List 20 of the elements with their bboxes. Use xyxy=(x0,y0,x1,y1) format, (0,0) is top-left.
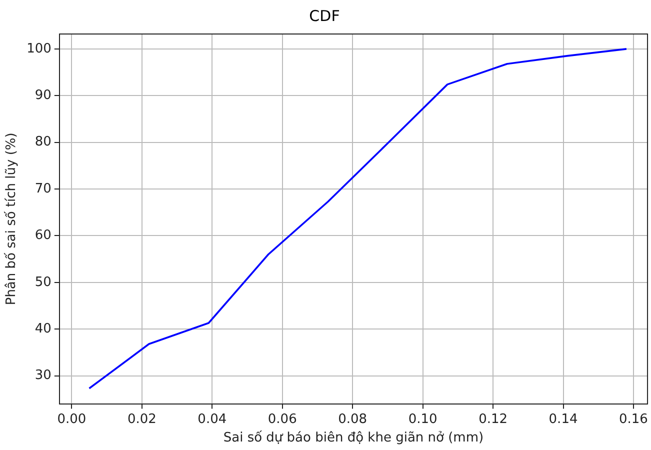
x-tick-label: 0.06 xyxy=(268,412,297,427)
y-tick-label: 40 xyxy=(34,321,52,336)
y-tick-label: 90 xyxy=(34,88,52,104)
y-tick-label: 100 xyxy=(26,41,52,56)
y-tick-label: 70 xyxy=(34,181,52,196)
y-tick-label: 50 xyxy=(34,274,52,290)
x-tick-label: 0.10 xyxy=(408,412,438,427)
x-tick-label: 0.00 xyxy=(57,412,86,427)
y-tick-label: 80 xyxy=(34,134,52,150)
x-tick-label: 0.12 xyxy=(478,412,508,427)
y-axis-title: Phân bố sai số tích lũy (%) xyxy=(4,132,20,306)
chart-title: CDF xyxy=(309,6,340,25)
x-tick-label: 0.04 xyxy=(198,412,227,427)
y-tick-label: 60 xyxy=(34,228,52,244)
x-axis-title: Sai số dự báo biên độ khe giãn nở (mm) xyxy=(223,430,484,446)
y-tick-label: 30 xyxy=(34,368,52,384)
x-tick-label: 0.14 xyxy=(548,412,578,427)
x-tick-label: 0.08 xyxy=(338,412,368,427)
x-tick-label: 0.02 xyxy=(127,412,156,427)
x-tick-label: 0.16 xyxy=(619,412,648,427)
